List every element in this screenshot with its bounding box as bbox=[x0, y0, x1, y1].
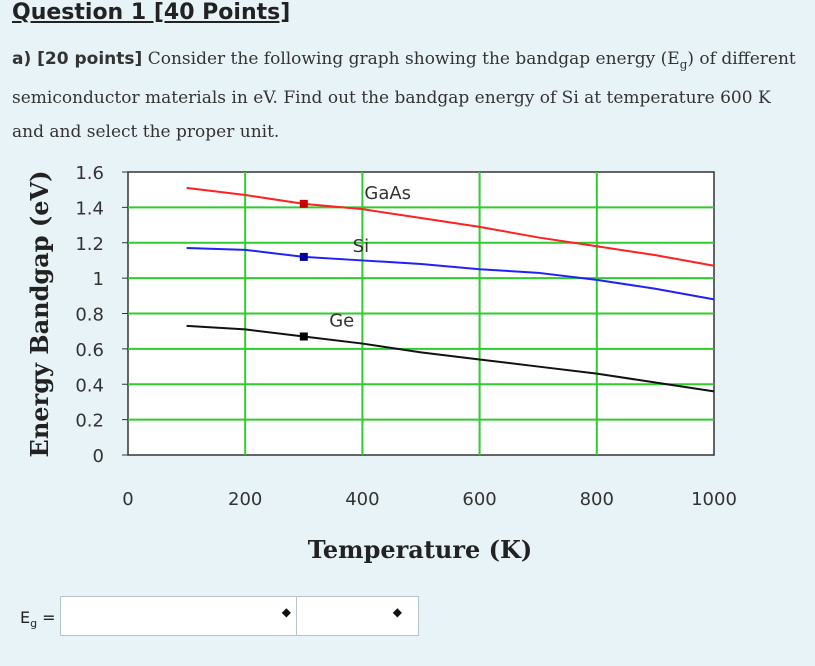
series-annotation-gaas: GaAs bbox=[364, 183, 411, 204]
eg-subscript: g bbox=[30, 617, 38, 631]
y-tick-label: 0.4 bbox=[75, 375, 104, 396]
y-tick-label: 0.2 bbox=[75, 411, 104, 432]
y-tick-label: 1.4 bbox=[75, 198, 104, 219]
x-axis-label: Temperature (K) bbox=[308, 535, 532, 564]
value-select[interactable]: ◆ bbox=[60, 596, 308, 636]
question-text-before: Consider the following graph showing the… bbox=[142, 49, 680, 69]
series-line-ge bbox=[186, 324, 715, 393]
series-line-gaas bbox=[186, 186, 715, 267]
data-marker-si bbox=[299, 252, 308, 261]
question-text-after: ) of different semiconductor materials i… bbox=[12, 49, 796, 143]
updown-arrows-icon: ◆ bbox=[281, 605, 291, 619]
eg-label: Eg = bbox=[20, 608, 56, 630]
series-line-si bbox=[186, 247, 715, 301]
y-tick-label: 0.6 bbox=[75, 340, 104, 361]
x-tick-label: 800 bbox=[580, 489, 614, 510]
x-tick-label: 200 bbox=[228, 489, 262, 510]
data-marker-ge bbox=[299, 332, 308, 341]
eg-equals: = bbox=[37, 608, 56, 627]
bandgap-chart: 0 0.2 0.4 0.6 0.8 1 1.2 1.4 1.6 0 200 400 600 800 1000… bbox=[25, 163, 737, 564]
series-annotation-si: Si bbox=[353, 236, 369, 257]
series-annotation-ge: Ge bbox=[329, 310, 354, 331]
data-marker-gaas bbox=[299, 199, 308, 208]
x-tick-label: 600 bbox=[462, 489, 496, 510]
eg-symbol: E bbox=[20, 608, 31, 627]
updown-arrows-icon: ◆ bbox=[392, 605, 402, 619]
question-subscript: g bbox=[679, 57, 688, 72]
y-tick-label: 1.6 bbox=[75, 163, 104, 184]
x-tick-label: 0 bbox=[122, 489, 133, 510]
y-axis-label: Energy Bandgap (eV) bbox=[25, 171, 54, 458]
question-text: a) [20 points] Consider the following gr… bbox=[12, 42, 802, 149]
part-label: a) [20 points] bbox=[12, 49, 143, 69]
y-tick-label: 1 bbox=[93, 269, 104, 290]
question-title: Question 1 [40 Points] bbox=[12, 0, 291, 25]
y-tick-label: 0 bbox=[93, 446, 104, 467]
x-tick-label: 1000 bbox=[691, 489, 737, 510]
x-tick-label: 400 bbox=[345, 489, 379, 510]
y-tick-label: 0.8 bbox=[75, 305, 104, 326]
unit-select[interactable]: ◆ bbox=[296, 596, 419, 636]
y-tick-label: 1.2 bbox=[75, 234, 104, 255]
